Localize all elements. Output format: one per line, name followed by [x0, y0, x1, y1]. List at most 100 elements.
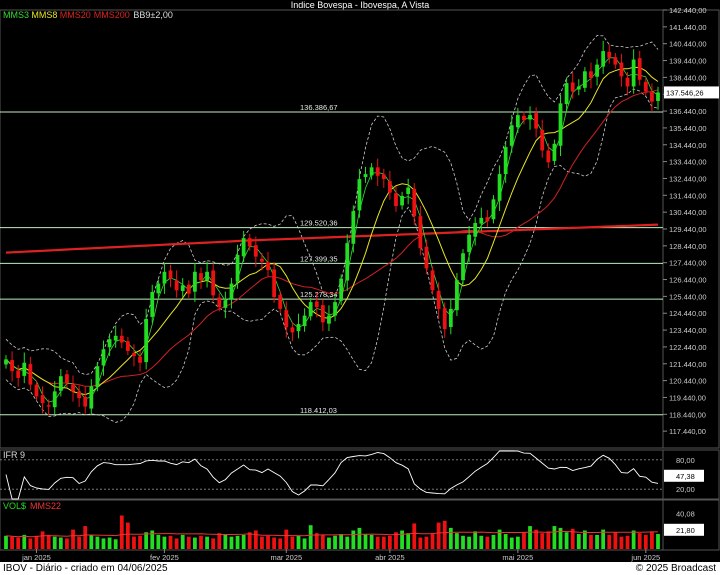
candle	[643, 77, 648, 96]
price-tick-label: 123.440,00	[669, 326, 707, 335]
candle-body	[546, 150, 551, 163]
volume-bar	[534, 529, 539, 549]
candle-body	[351, 211, 356, 244]
candle-body	[89, 386, 94, 409]
volume-bar	[436, 522, 441, 549]
candle-body	[290, 327, 295, 333]
candle	[217, 293, 222, 312]
legend-item-mms3: MMS3	[3, 10, 29, 20]
volume-bar	[125, 522, 130, 549]
candle	[65, 370, 69, 388]
volume-bar	[241, 534, 246, 549]
volume-bar	[619, 536, 624, 549]
candle	[491, 195, 496, 224]
candle-body	[266, 262, 270, 271]
candle	[95, 361, 100, 392]
candle	[613, 52, 618, 69]
volume-bar	[375, 536, 380, 549]
volume-bar	[52, 536, 57, 549]
price-tick-label: 122.440,00	[669, 343, 707, 352]
x-tick-label: jun 2025	[630, 553, 660, 562]
volume-bar	[320, 534, 325, 549]
price-tick-label: 117.440,00	[669, 427, 706, 436]
price-tick-label: 126.440,00	[669, 276, 707, 285]
candle-body	[369, 167, 374, 176]
candle-body	[412, 188, 417, 217]
legend-item-mms20: MMS20	[60, 10, 91, 20]
candle	[455, 272, 459, 316]
candle-body	[320, 305, 325, 323]
chart-title: Indice Bovespa - Ibovespa, A Vista	[291, 0, 429, 10]
x-tick-label: jan 2025	[21, 553, 51, 562]
volume-tick-label: 40,08	[676, 510, 695, 519]
candle	[16, 364, 21, 387]
candle-body	[22, 362, 27, 376]
candle-body	[363, 174, 368, 178]
candle	[284, 301, 289, 338]
candle-body	[156, 283, 161, 294]
last-price-label: 137.546,26	[666, 88, 704, 97]
candle	[576, 79, 581, 96]
volume-bar	[485, 536, 490, 549]
price-tick-label: 127.440,00	[669, 259, 707, 268]
candle	[10, 351, 14, 382]
candle-body	[101, 349, 106, 366]
candle-body	[174, 280, 179, 291]
candle-body	[34, 384, 39, 397]
volume-bar	[272, 537, 277, 549]
volume-bar	[28, 538, 33, 549]
candle-body	[52, 391, 57, 408]
candle-body	[540, 129, 545, 151]
volume-bar	[205, 536, 209, 549]
volume-bar	[345, 536, 350, 549]
volume-bar	[381, 536, 386, 549]
candle-body	[656, 92, 660, 101]
candle-body	[455, 280, 459, 311]
candle-body	[387, 181, 392, 193]
candle	[260, 252, 264, 271]
price-tick-label: 121.440,00	[669, 360, 707, 369]
level-label: 127.399,35	[300, 254, 338, 263]
volume-bar	[4, 535, 8, 549]
candle-body	[442, 308, 447, 330]
candle-body	[436, 290, 441, 309]
candle-body	[308, 302, 313, 317]
volume-bar	[473, 531, 478, 549]
price-tick-label: 142.440,00	[669, 6, 707, 15]
candle	[607, 44, 612, 64]
volume-bar	[95, 536, 100, 549]
candle-body	[601, 51, 606, 67]
volume-bar	[327, 537, 331, 549]
candle	[625, 71, 630, 96]
volume-bar	[448, 527, 453, 549]
volume-bar	[58, 537, 63, 549]
candle	[479, 207, 484, 231]
candle	[637, 50, 642, 86]
candle	[229, 277, 234, 309]
volume-bar	[637, 533, 642, 549]
candle	[223, 291, 228, 319]
candle-body	[381, 174, 386, 180]
volume-bar	[400, 530, 404, 549]
candle	[180, 278, 185, 297]
candle	[156, 279, 161, 298]
legend-item-mms200: MMS200	[94, 10, 130, 20]
candle-body	[473, 222, 478, 237]
candle-body	[199, 273, 203, 281]
candle	[174, 270, 179, 298]
candle	[58, 368, 63, 397]
price-tick-label: 141.440,00	[669, 23, 707, 32]
x-tick-label: abr 2025	[375, 553, 405, 562]
candle-body	[613, 57, 618, 65]
candle	[46, 399, 51, 416]
candle	[381, 168, 386, 188]
candle	[528, 106, 532, 130]
volume-bar	[497, 529, 502, 549]
candle	[278, 290, 283, 314]
ifr-last-box	[664, 469, 704, 482]
candle	[266, 252, 270, 278]
volume-bar	[479, 535, 484, 549]
volume-bar	[77, 536, 82, 549]
bollinger-bands	[5, 35, 659, 423]
candle	[241, 230, 246, 263]
